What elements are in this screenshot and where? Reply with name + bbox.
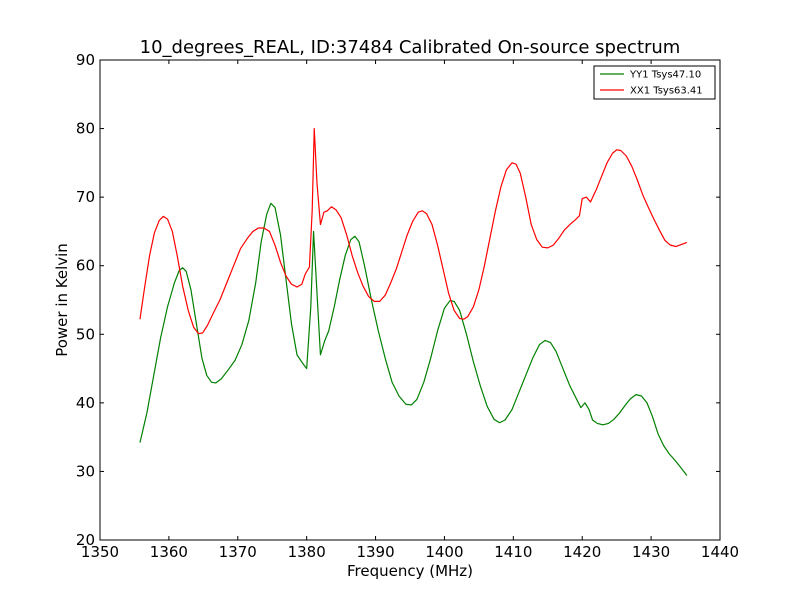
legend-label-xx1: XX1 Tsys63.41 (630, 86, 703, 97)
legend: YY1 Tsys47.10 XX1 Tsys63.41 (593, 65, 716, 100)
series-line-yy1 (139, 202, 688, 476)
x-tick-label: 1350 (81, 543, 119, 561)
x-tick-label: 1400 (425, 543, 463, 561)
y-axis-label: Power in Kelvin (53, 243, 71, 357)
x-tick-label: 1390 (356, 543, 394, 561)
x-tick-label: 1360 (150, 543, 188, 561)
y-tick-label: 60 (76, 257, 95, 275)
chart-title: 10_degrees_REAL, ID:37484 Calibrated On-… (140, 37, 681, 58)
series-line-xx1 (139, 127, 688, 335)
y-tick-label: 50 (76, 325, 95, 343)
x-tick-label: 1370 (219, 543, 257, 561)
x-tick-label: 1440 (701, 543, 739, 561)
y-tick-label: 20 (76, 531, 95, 549)
x-axis-label: Frequency (MHz) (347, 562, 473, 580)
y-tick-label: 70 (76, 188, 95, 206)
legend-label-yy1: YY1 Tsys47.10 (629, 70, 701, 81)
y-tick-label: 40 (76, 394, 95, 412)
y-tick-label: 80 (76, 120, 95, 138)
plot-frame (99, 59, 721, 541)
x-tick-label: 1430 (632, 543, 670, 561)
x-tick-label: 1410 (494, 543, 532, 561)
y-tick-label: 30 (76, 462, 95, 480)
plot-area: 1350 1360 1370 1380 1390 1400 1410 1420 1430 1440… (76, 51, 739, 561)
x-axis-ticks: 1350 1360 1370 1380 1390 1400 1410 1420 1430 1440 (81, 60, 739, 561)
y-axis-ticks: 20 30 40 50 60 70 80 90 (76, 51, 720, 549)
x-tick-label: 1380 (288, 543, 326, 561)
series-layer (139, 127, 688, 476)
y-tick-label: 90 (76, 51, 95, 69)
legend-box (593, 65, 716, 100)
x-tick-label: 1420 (563, 543, 601, 561)
